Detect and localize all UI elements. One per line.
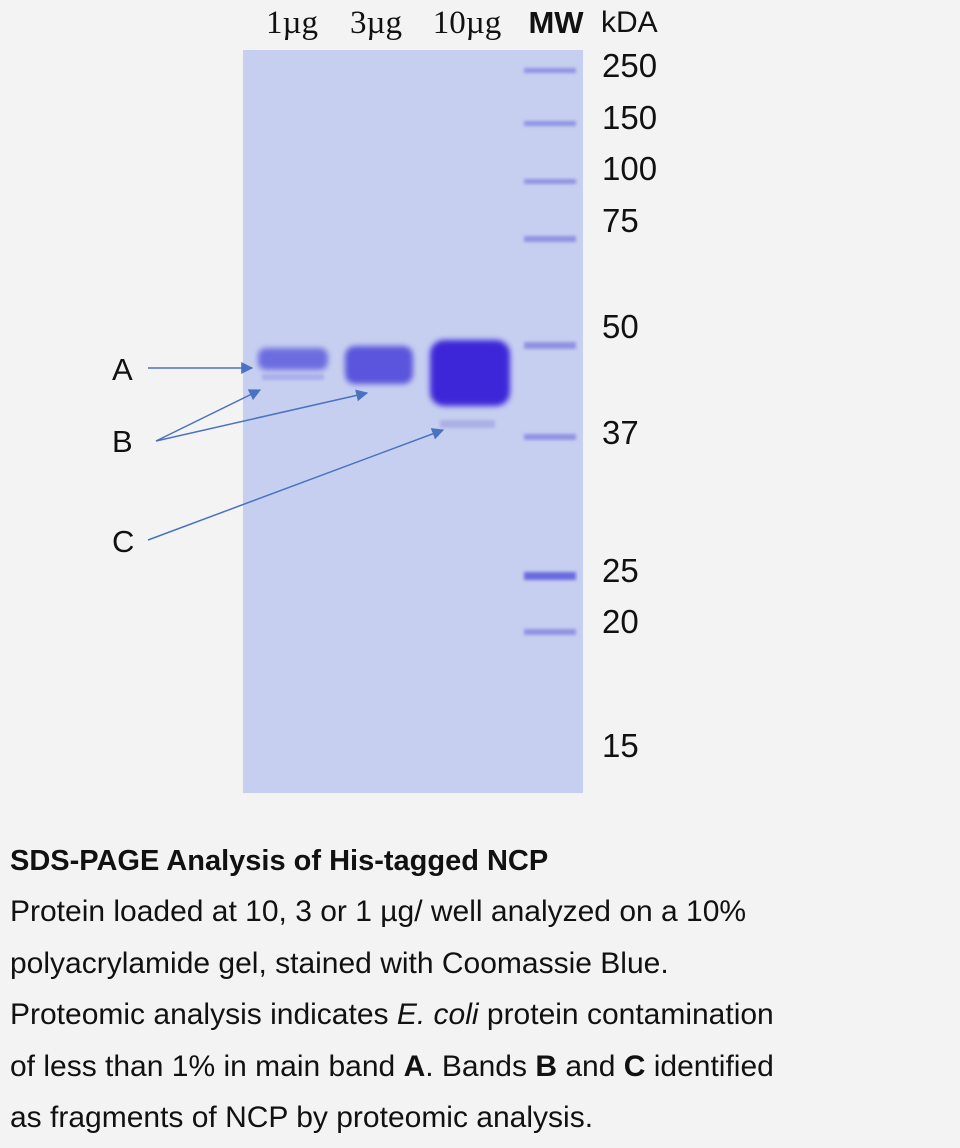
sample-bands bbox=[258, 340, 510, 428]
marker-label: 37 bbox=[602, 414, 639, 451]
marker-label: 50 bbox=[602, 308, 639, 345]
caption-line: polyacrylamide gel, stained with Coomass… bbox=[10, 938, 955, 990]
band-label: C bbox=[112, 524, 134, 559]
band-label: B bbox=[112, 424, 133, 459]
caption-text: A bbox=[403, 1049, 426, 1083]
caption-title: SDS-PAGE Analysis of His-tagged NCP bbox=[10, 845, 549, 877]
caption-line: as fragments of NCP by proteomic analysi… bbox=[10, 1092, 955, 1144]
caption-text: C bbox=[623, 1049, 646, 1083]
lane-label: MW bbox=[528, 5, 584, 40]
unit-label: kDA bbox=[601, 6, 658, 39]
arrows bbox=[147, 362, 445, 541]
lane-label: 10µg bbox=[433, 5, 502, 41]
gel-labels: 1µg 3µg 10µg MW kDA 250 150 100 75 50 37 25 20 15 A B C bbox=[112, 5, 658, 764]
caption-text: as fragments of NCP by proteomic analysi… bbox=[10, 1101, 594, 1134]
marker-label: 250 bbox=[602, 47, 657, 84]
marker-label: 100 bbox=[602, 150, 657, 187]
caption-text: polyacrylamide gel, stained with Coomass… bbox=[10, 946, 669, 980]
caption-text: E. coli bbox=[396, 998, 479, 1031]
caption-line: of less than 1% in main band A. Bands B … bbox=[10, 1041, 955, 1093]
caption-line: Proteomic analysis indicates E. coli pro… bbox=[10, 989, 955, 1041]
caption-text: protein contamination bbox=[478, 998, 774, 1031]
caption: SDS-PAGE Analysis of His-tagged NCP Prot… bbox=[10, 836, 955, 1144]
caption-text: Protein loaded at 10, 3 or 1 µg/ well an… bbox=[10, 895, 747, 928]
gel bbox=[243, 50, 583, 793]
marker-label: 15 bbox=[602, 727, 639, 764]
marker-label: 25 bbox=[602, 552, 639, 589]
caption-text: Proteomic analysis indicates bbox=[10, 998, 397, 1031]
caption-body: Protein loaded at 10, 3 or 1 µg/ well an… bbox=[10, 886, 955, 1144]
marker-label: 75 bbox=[602, 202, 639, 239]
caption-text: of less than 1% in main band bbox=[10, 1049, 404, 1083]
caption-text: identified bbox=[645, 1049, 774, 1083]
caption-text: . Bands bbox=[425, 1049, 536, 1083]
caption-text: B bbox=[535, 1049, 557, 1083]
marker-label: 20 bbox=[602, 603, 639, 640]
lane-label: 1µg bbox=[266, 5, 318, 41]
lane-label: 3µg bbox=[350, 5, 402, 41]
marker-label: 150 bbox=[602, 99, 657, 136]
gel-figure: 1µg 3µg 10µg MW kDA 250 150 100 75 50 37 25 20 15 A B C bbox=[112, 5, 658, 793]
caption-text: and bbox=[557, 1049, 624, 1083]
ladder-bands bbox=[524, 68, 576, 635]
caption-line: Protein loaded at 10, 3 or 1 µg/ well an… bbox=[10, 886, 955, 938]
band-label: A bbox=[112, 352, 133, 387]
